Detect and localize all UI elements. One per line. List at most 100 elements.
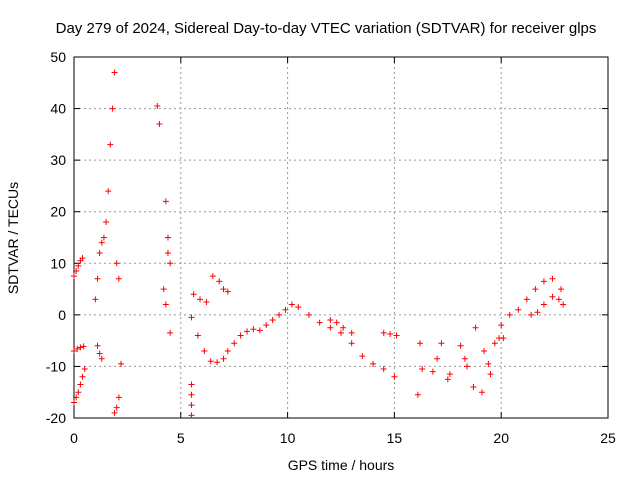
data-point xyxy=(188,391,195,398)
data-point xyxy=(73,394,80,401)
data-point xyxy=(113,404,120,411)
data-point xyxy=(276,311,283,318)
data-point xyxy=(481,347,488,354)
data-point xyxy=(188,412,195,419)
y-axis-label: SDTVAR / TECUs xyxy=(5,182,21,294)
data-point xyxy=(523,296,530,303)
data-point xyxy=(162,198,169,205)
y-tick-labels: -20 -10 0 10 20 30 40 50 xyxy=(46,49,66,426)
data-point xyxy=(434,355,441,362)
data-point xyxy=(359,353,366,360)
data-point xyxy=(79,255,86,262)
data-point xyxy=(534,309,541,316)
data-point xyxy=(71,347,77,354)
data-point xyxy=(414,391,421,398)
data-point xyxy=(348,329,355,336)
data-point xyxy=(250,326,257,333)
data-point xyxy=(316,319,323,326)
data-point xyxy=(444,376,451,383)
data-point xyxy=(224,347,231,354)
data-point xyxy=(446,371,453,378)
data-point xyxy=(105,188,112,195)
data-point xyxy=(327,317,334,324)
data-point xyxy=(154,102,161,109)
data-point xyxy=(71,273,77,280)
y-tick-label: 50 xyxy=(50,49,66,65)
data-point xyxy=(540,278,547,285)
plot-frame xyxy=(73,56,609,419)
data-point xyxy=(478,389,485,396)
data-point xyxy=(380,366,387,373)
data-point xyxy=(338,329,344,336)
y-tick-label: 20 xyxy=(50,204,66,220)
data-point xyxy=(167,329,174,336)
series-group-c-vertical xyxy=(162,198,174,267)
y-tick-label: 0 xyxy=(58,307,66,323)
series-group-c xyxy=(154,102,174,336)
x-tick-labels: 0 5 10 15 20 25 xyxy=(70,430,616,446)
axis-ticks xyxy=(73,56,609,419)
data-point xyxy=(532,286,539,293)
data-point xyxy=(220,355,227,362)
data-point xyxy=(214,359,221,366)
data-point xyxy=(555,296,562,303)
grid-lines xyxy=(74,57,608,418)
data-point xyxy=(75,262,82,269)
x-tick-label: 10 xyxy=(280,430,296,446)
data-point xyxy=(438,340,445,347)
data-point xyxy=(77,381,84,388)
data-point xyxy=(500,335,507,342)
y-tick-label: 40 xyxy=(50,101,66,117)
y-tick-label: 30 xyxy=(50,152,66,168)
data-point xyxy=(109,105,116,112)
data-point xyxy=(96,249,103,256)
data-point xyxy=(98,239,105,246)
data-point xyxy=(387,330,394,337)
series-group-a-mid xyxy=(71,343,87,354)
data-point xyxy=(194,332,201,339)
data-point xyxy=(115,275,122,282)
data-point xyxy=(216,278,223,285)
data-point xyxy=(282,306,289,313)
data-point xyxy=(393,332,400,339)
data-point xyxy=(111,69,118,76)
series-group-b xyxy=(92,69,122,303)
data-point xyxy=(498,322,505,329)
data-point xyxy=(188,314,195,321)
y-tick-label: -10 xyxy=(46,358,66,374)
data-point xyxy=(244,328,251,335)
data-point xyxy=(419,366,426,373)
data-point xyxy=(94,342,101,349)
data-point xyxy=(75,389,82,396)
data-point xyxy=(256,327,263,334)
data-point xyxy=(487,371,494,378)
data-point xyxy=(203,298,210,305)
data-point xyxy=(506,311,513,318)
x-tick-label: 15 xyxy=(387,430,403,446)
data-point xyxy=(560,301,567,308)
data-point xyxy=(188,402,195,409)
data-point xyxy=(156,121,163,128)
data-point xyxy=(117,360,124,367)
data-point xyxy=(269,317,276,324)
x-tick-label: 25 xyxy=(600,430,616,446)
chart-title: Day 279 of 2024, Sidereal Day-to-day VTE… xyxy=(56,20,597,37)
data-point xyxy=(103,219,110,226)
data-point xyxy=(464,363,471,370)
data-point xyxy=(327,324,334,331)
series-group-e-upper xyxy=(327,317,400,339)
data-point xyxy=(74,345,81,352)
data-point xyxy=(457,342,464,349)
data-points xyxy=(71,69,567,419)
data-point xyxy=(107,141,114,148)
data-point xyxy=(73,268,80,275)
data-point xyxy=(417,340,424,347)
x-tick-label: 0 xyxy=(70,430,78,446)
y-tick-label: 10 xyxy=(50,255,66,271)
data-point xyxy=(515,306,522,313)
data-point xyxy=(224,288,231,295)
data-point xyxy=(491,340,498,347)
data-point xyxy=(94,275,101,282)
data-point xyxy=(558,286,565,293)
